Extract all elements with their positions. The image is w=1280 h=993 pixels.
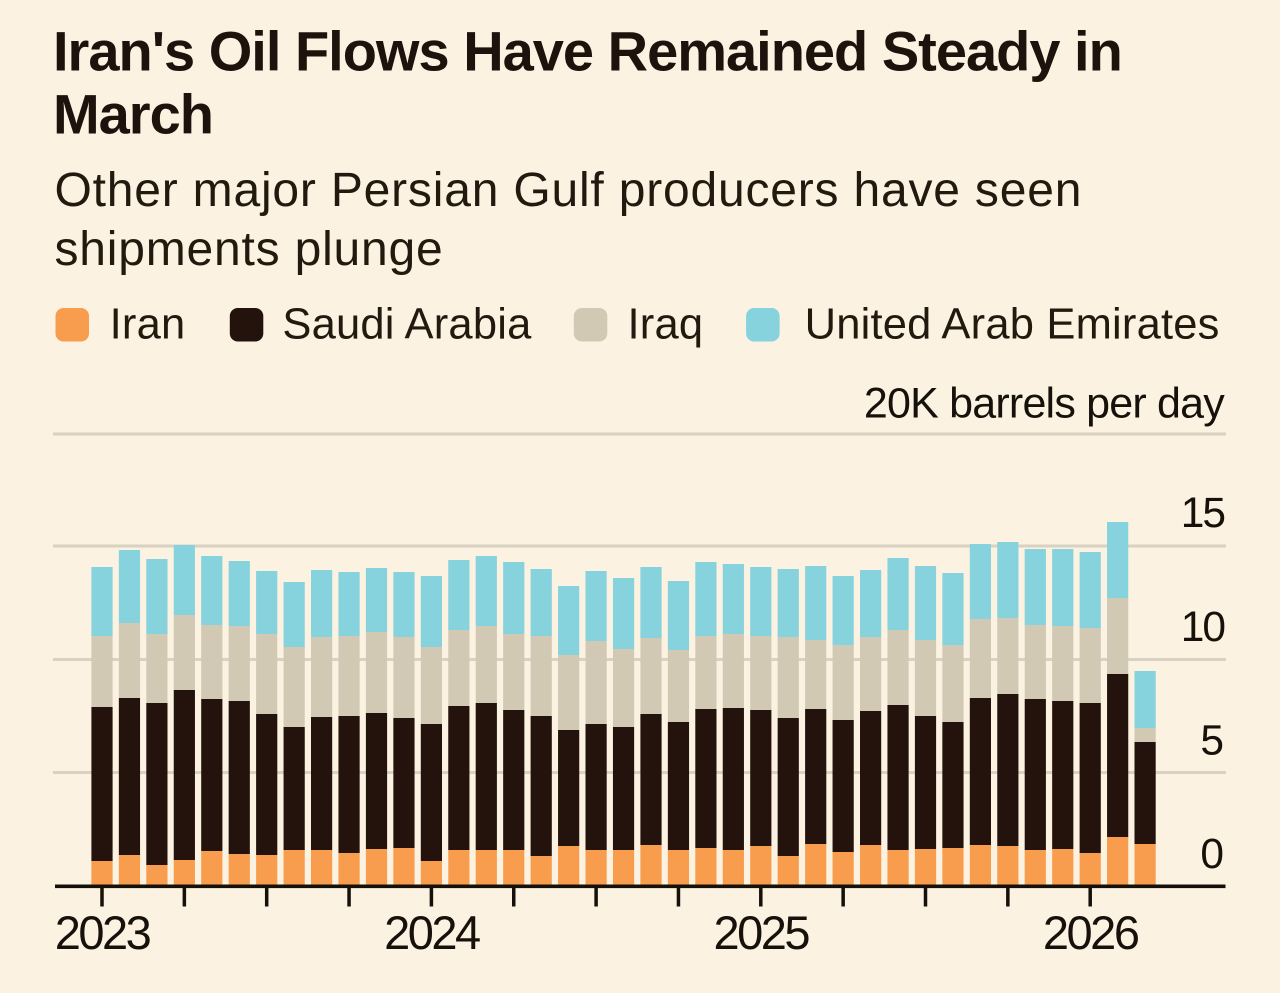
svg-text:Saudi Arabia: Saudi Arabia xyxy=(282,301,532,349)
svg-text:15: 15 xyxy=(1181,490,1225,537)
svg-text:Iran's Oil Flows Have Remained: Iran's Oil Flows Have Remained Steady in xyxy=(53,20,1122,83)
svg-text:Other major Persian Gulf produ: Other major Persian Gulf producers have … xyxy=(55,164,1083,217)
svg-text:United Arab Emirates: United Arab Emirates xyxy=(805,301,1220,349)
svg-text:Iran: Iran xyxy=(110,301,186,349)
svg-text:5: 5 xyxy=(1200,718,1224,765)
svg-text:Iraq: Iraq xyxy=(628,301,704,349)
svg-text:March: March xyxy=(53,83,213,146)
svg-text:10: 10 xyxy=(1181,604,1225,651)
svg-text:2025: 2025 xyxy=(714,906,810,959)
svg-text:2023: 2023 xyxy=(55,906,151,959)
svg-text:0: 0 xyxy=(1200,831,1224,878)
svg-text:2024: 2024 xyxy=(384,906,480,959)
svg-text:shipments plunge: shipments plunge xyxy=(55,223,444,276)
svg-text:2026: 2026 xyxy=(1043,906,1139,959)
svg-text:20K barrels per day: 20K barrels per day xyxy=(864,380,1225,428)
